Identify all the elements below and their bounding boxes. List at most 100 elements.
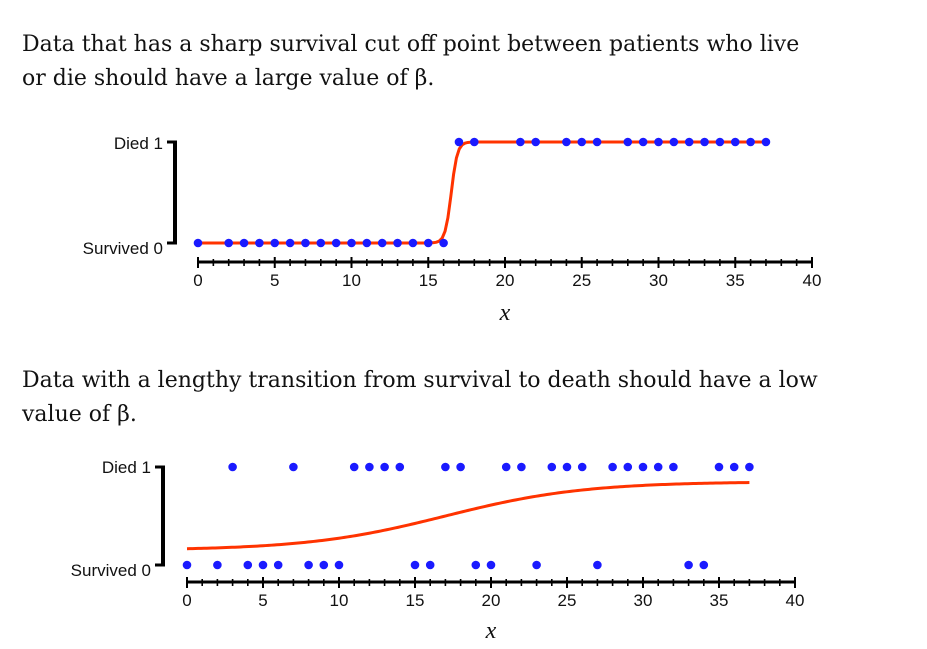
sharp-transition-chart: Died 1 Survived 0 0 5 10 15 20 25 30 35 40 x: [83, 134, 822, 326]
survived-point: [316, 238, 326, 248]
survived-point: [270, 238, 280, 248]
died-point: [608, 462, 617, 472]
survived-point: [393, 238, 402, 248]
survived-point: [410, 560, 420, 570]
survived-point: [319, 560, 329, 570]
died-point: [470, 137, 479, 147]
survived-point: [301, 238, 310, 248]
x-tick-label: 20: [496, 271, 515, 290]
died-point: [517, 462, 526, 472]
survived-point: [423, 238, 433, 248]
x-tick-label: 5: [270, 271, 279, 290]
died-point: [441, 462, 450, 472]
top-description: Data that has a sharp survival cut off p…: [22, 28, 799, 96]
y-tick-label-died: Died 1: [102, 458, 151, 477]
died-point: [715, 137, 725, 147]
survived-point: [331, 238, 341, 248]
died-point: [700, 137, 709, 147]
x-tick-label: 35: [726, 271, 745, 290]
died-point: [729, 462, 739, 472]
survived-point: [255, 238, 264, 248]
survived-point: [239, 238, 249, 248]
survived-point: [699, 560, 709, 570]
bottom-description: Data with a lengthy transition from surv…: [22, 364, 818, 432]
died-point: [349, 462, 359, 472]
logistic-curve: [186, 481, 750, 551]
y-tick-label-survived: Survived 0: [71, 561, 151, 580]
survived-point: [213, 560, 222, 570]
died-point: [562, 137, 571, 147]
died-point: [456, 462, 465, 472]
died-point: [592, 137, 602, 147]
bottom-description-line-2: value of β.: [22, 402, 137, 427]
survived-point: [486, 560, 496, 570]
died-point: [684, 137, 694, 147]
survived-point: [425, 560, 435, 570]
survived-point: [273, 560, 283, 570]
x-tick-label: 15: [419, 271, 438, 290]
died-point: [669, 462, 678, 472]
x-tick-label: 40: [786, 591, 805, 610]
gradual-transition-chart: Died 1 Survived 0 0 5 10 15 20 25 30 35 40 x: [71, 458, 805, 644]
x-axis-label: x: [499, 300, 511, 326]
survived-point: [258, 560, 268, 570]
died-point: [623, 137, 633, 147]
died-point: [654, 137, 663, 147]
died-point: [547, 462, 557, 472]
logistic-curve: [198, 140, 766, 245]
died-point: [289, 462, 298, 472]
survived-point: [408, 238, 418, 248]
survived-point: [224, 238, 233, 248]
survived-point: [593, 560, 602, 570]
x-tick-label: 10: [342, 271, 361, 290]
survived-point: [439, 238, 448, 248]
died-point: [395, 462, 405, 472]
survived-point: [684, 560, 693, 570]
x-tick-label: 10: [330, 591, 349, 610]
survived-point: [347, 238, 356, 248]
x-axis-label: x: [485, 618, 497, 644]
x-tick-label: 25: [558, 591, 577, 610]
y-tick-label-died: Died 1: [114, 134, 163, 153]
top-description-line-2: or die should have a large value of β.: [22, 66, 435, 91]
x-tick-label: 25: [572, 271, 591, 290]
survived-point: [532, 560, 541, 570]
died-point: [761, 137, 771, 147]
died-point: [531, 137, 540, 147]
died-point: [228, 462, 237, 472]
died-point: [638, 137, 648, 147]
died-point: [577, 462, 587, 472]
x-tick-label: 15: [406, 591, 425, 610]
died-point: [714, 462, 724, 472]
x-tick-label: 30: [649, 271, 668, 290]
survived-point: [193, 238, 203, 248]
x-tick-label: 35: [710, 591, 729, 610]
bottom-description-line-1: Data with a lengthy transition from surv…: [22, 368, 818, 393]
top-description-line-1: Data that has a sharp survival cut off p…: [22, 32, 800, 57]
y-tick-label-survived: Survived 0: [83, 239, 163, 258]
died-point: [730, 137, 740, 147]
died-point: [365, 462, 374, 472]
died-point: [516, 137, 525, 147]
x-tick-label: 0: [193, 271, 202, 290]
survived-point: [182, 560, 192, 570]
x-tick-label: 5: [258, 591, 267, 610]
died-point: [380, 462, 389, 472]
survived-point: [334, 560, 344, 570]
died-point: [501, 462, 511, 472]
x-tick-label: 30: [634, 591, 653, 610]
x-tick-label: 40: [803, 271, 822, 290]
died-point: [638, 462, 648, 472]
survived-point: [471, 560, 481, 570]
x-tick-label: 20: [482, 591, 501, 610]
survived-point: [285, 238, 295, 248]
survived-point: [304, 560, 313, 570]
survived-point: [362, 238, 372, 248]
died-point: [577, 137, 587, 147]
survived-point: [243, 560, 253, 570]
x-tick-label: 0: [182, 591, 191, 610]
died-point: [454, 137, 464, 147]
survived-point: [377, 238, 387, 248]
died-point: [669, 137, 679, 147]
died-point: [562, 462, 572, 472]
